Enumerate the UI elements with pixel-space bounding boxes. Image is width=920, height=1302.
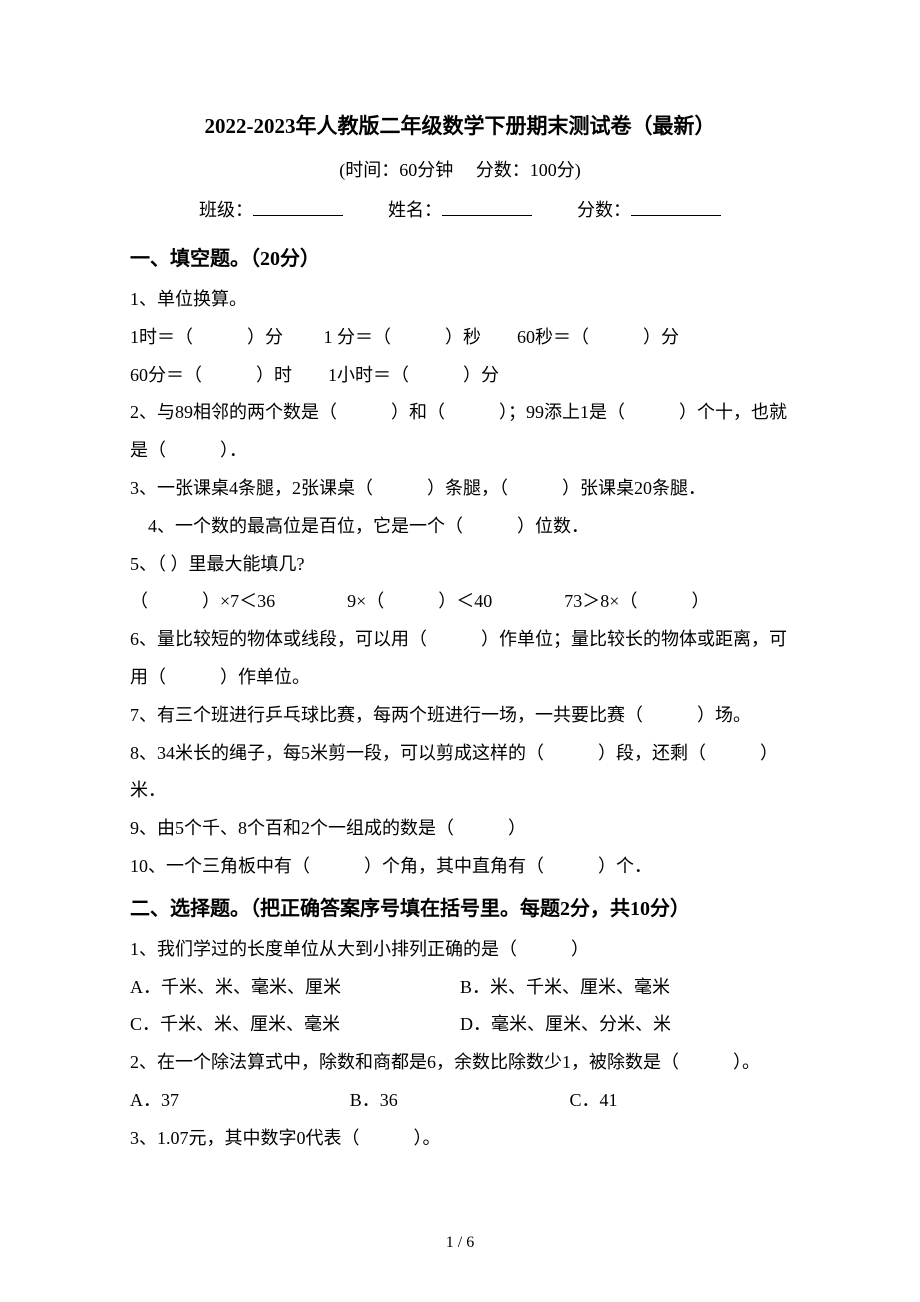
name-label: 姓名： [388,200,442,220]
page-title: 2022-2023年人教版二年级数学下册期末测试卷（最新） [130,110,790,140]
q1-line1: 1时＝（ ）分 1 分＝（ ）秒 60秒＝（ ）分 [130,319,790,357]
info-line: 班级： 姓名： 分数： [130,196,790,222]
q7: 7、有三个班进行乒乓球比赛，每两个班进行一场，一共要比赛（ ）场。 [130,697,790,735]
s2-q1: 1、我们学过的长度单位从大到小排列正确的是（ ） [130,931,790,969]
q5-line: （ ）×7＜36 9×（ ）＜40 73＞8×（ ） [130,583,790,621]
s2-q2: 2、在一个除法算式中，除数和商都是6，余数比除数少1，被除数是（ ）。 [130,1044,790,1082]
q2: 2、与89相邻的两个数是（ ）和（ ）；99添上1是（ ）个十，也就是（ ）． [130,394,790,470]
s2-q1-optA: A．千米、米、毫米、厘米 [130,969,460,1007]
q6: 6、量比较短的物体或线段，可以用（ ）作单位；量比较长的物体或距离，可用（ ）作… [130,621,790,697]
q4: 4、一个数的最高位是百位，它是一个（ ）位数． [130,508,790,546]
q1-line2: 60分＝（ ）时 1小时＝（ ）分 [130,357,790,395]
subtitle: (时间：60分钟 分数：100分) [130,156,790,182]
s2-q2-optA: A．37 [130,1082,350,1120]
section-1-header: 一、填空题。（20分） [130,242,790,271]
q8: 8、34米长的绳子，每5米剪一段，可以剪成这样的（ ）段，还剩（ ）米． [130,735,790,811]
name-blank[interactable] [442,198,532,216]
score-label: 分数： [577,200,631,220]
q9: 9、由5个千、8个百和2个一组成的数是（ ） [130,810,790,848]
page-footer: 1 / 6 [0,1234,920,1252]
class-label: 班级： [199,200,253,220]
s2-q1-optC: C．千米、米、厘米、毫米 [130,1006,460,1044]
s2-q3: 3、1.07元，其中数字0代表（ ）。 [130,1120,790,1158]
class-blank[interactable] [253,198,343,216]
s2-q1-optD: D．毫米、厘米、分米、米 [460,1006,790,1044]
q10: 10、一个三角板中有（ ）个角，其中直角有（ ）个． [130,848,790,886]
s2-q2-optC: C．41 [570,1082,790,1120]
score-blank[interactable] [631,198,721,216]
section-2-header: 二、选择题。（把正确答案序号填在括号里。每题2分，共10分） [130,892,790,921]
q5-label: 5、（ ）里最大能填几? [130,546,790,584]
s2-q1-optB: B．米、千米、厘米、毫米 [460,969,790,1007]
s2-q2-optB: B．36 [350,1082,570,1120]
q3: 3、一张课桌4条腿，2张课桌（ ）条腿，（ ）张课桌20条腿． [130,470,790,508]
q1-label: 1、单位换算。 [130,281,790,319]
